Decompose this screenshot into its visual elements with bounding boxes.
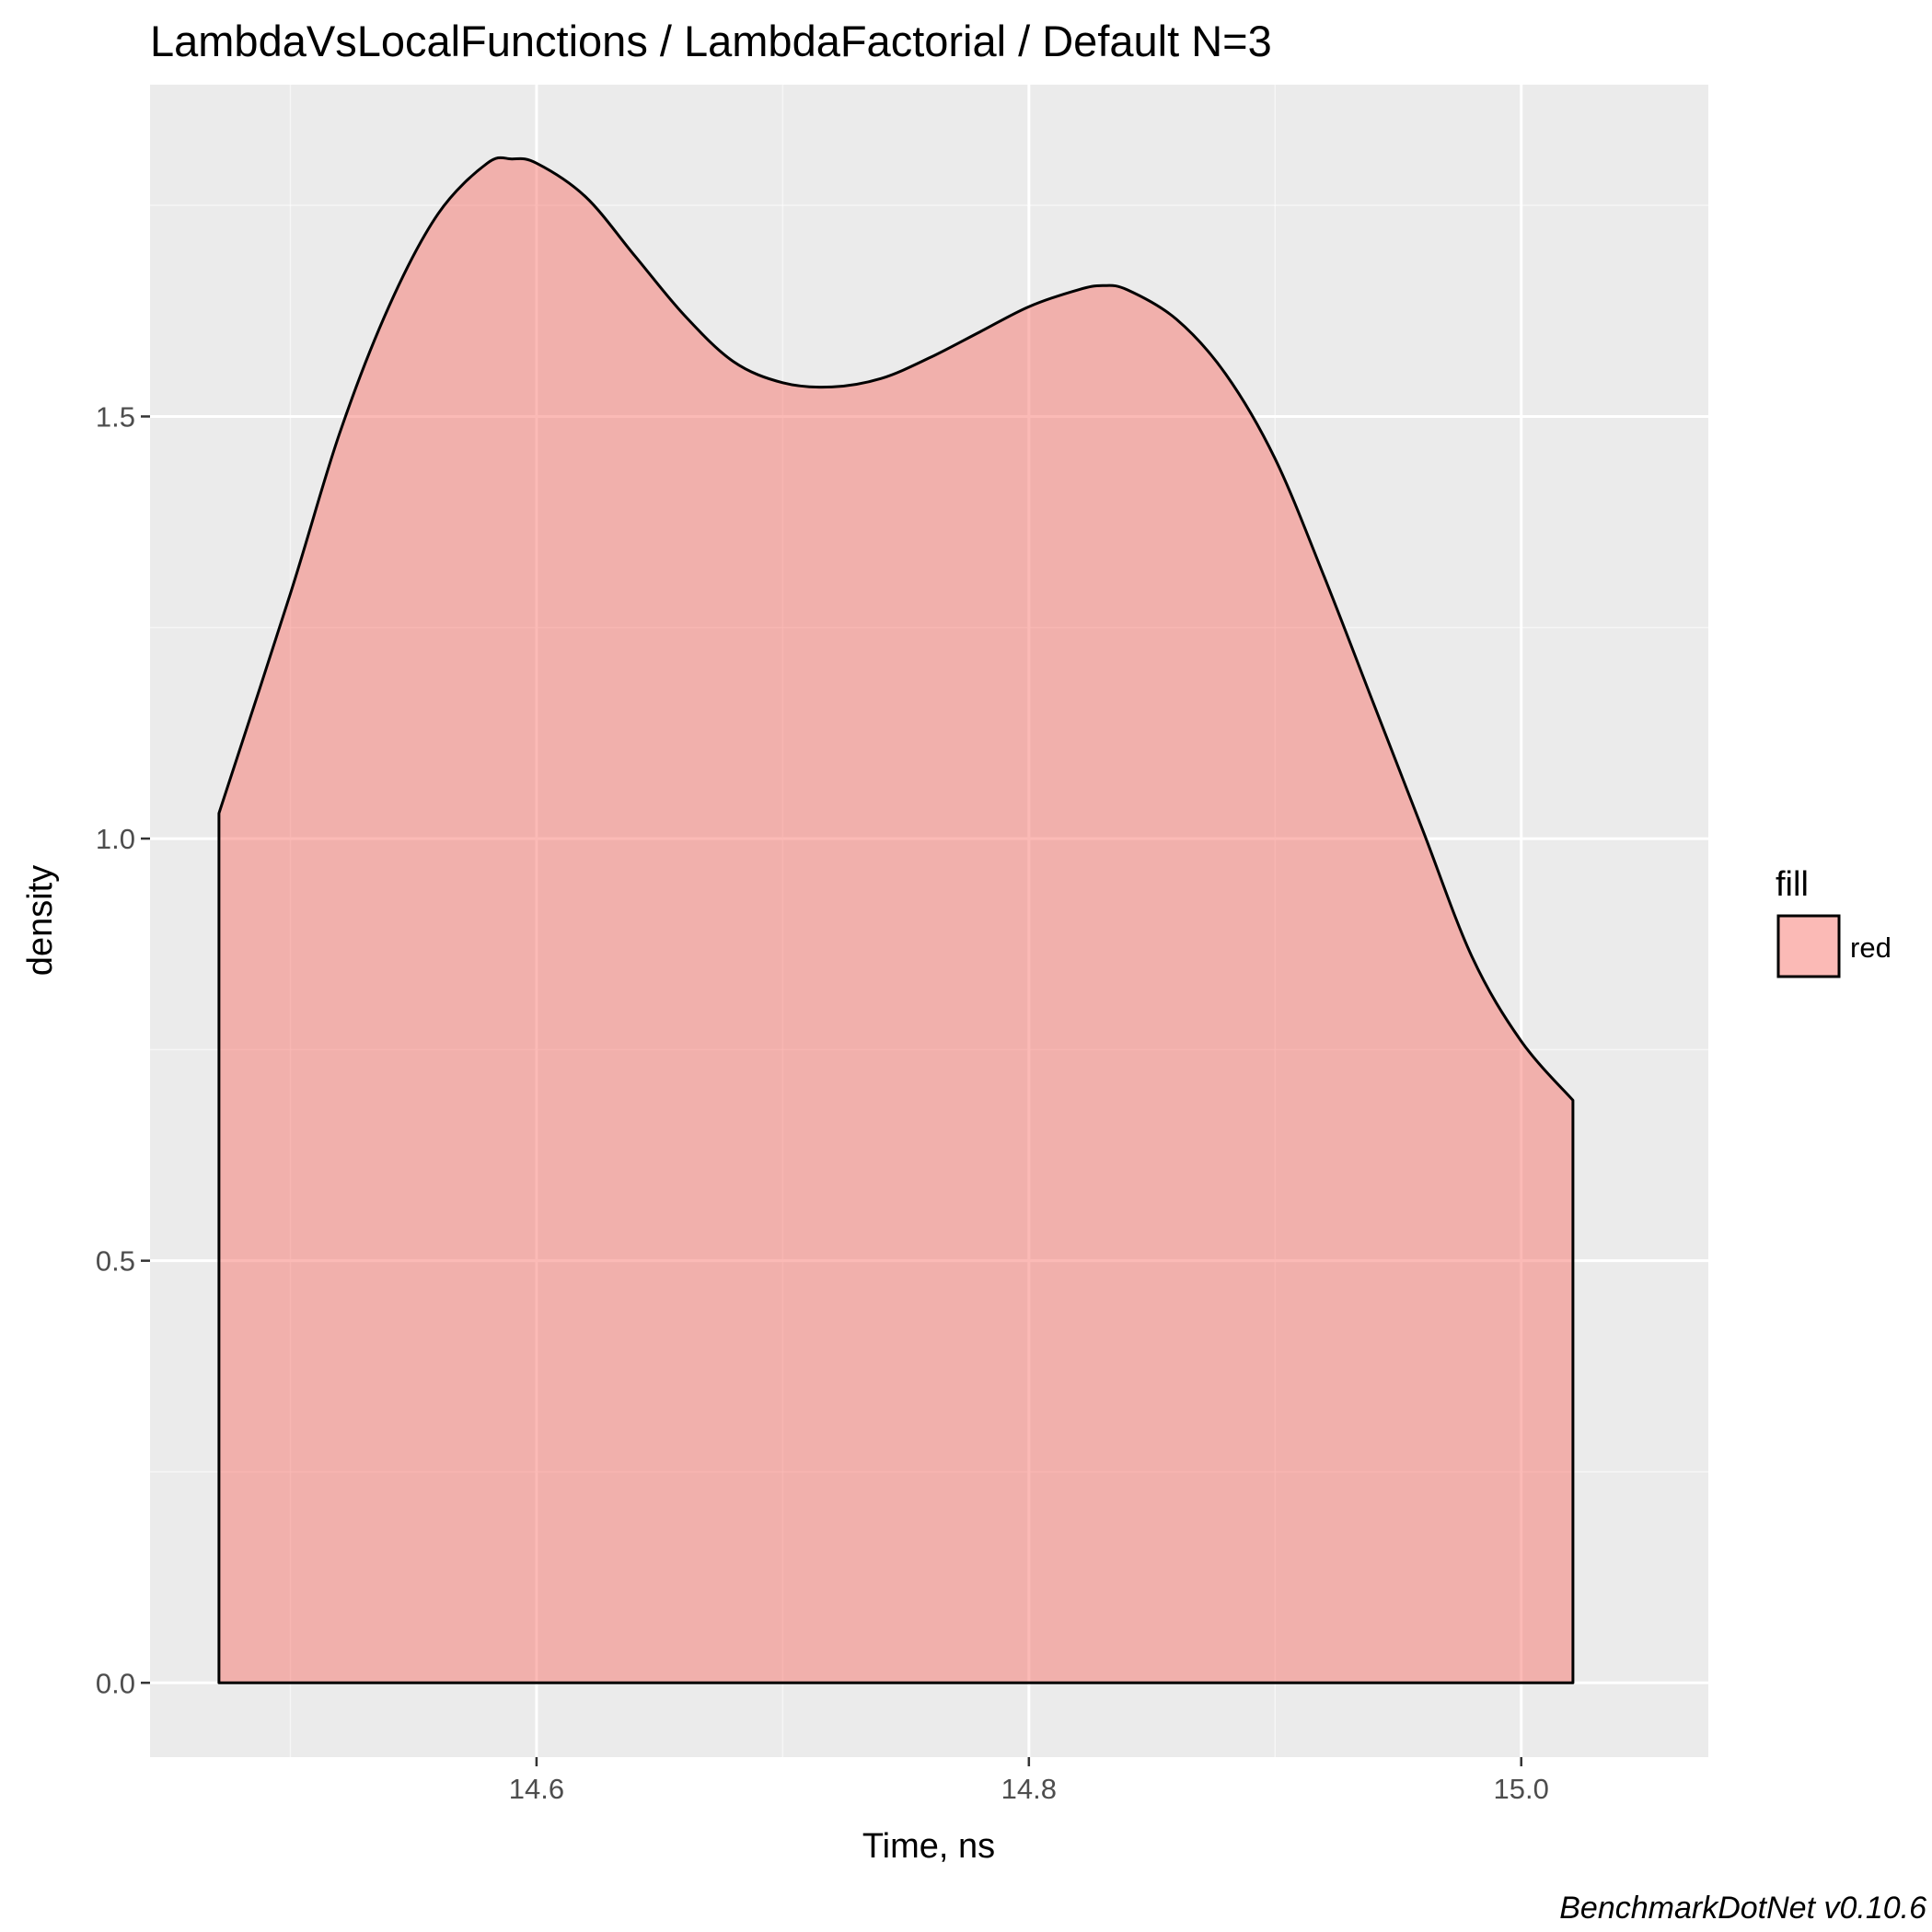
- x-tick-label: 14.8: [1001, 1773, 1057, 1805]
- chart-title: LambdaVsLocalFunctions / LambdaFactorial…: [150, 17, 1272, 65]
- y-axis: 0.0 0.5 1.0 1.5: [96, 400, 150, 1699]
- caption: BenchmarkDotNet v0.10.6: [1559, 1891, 1926, 1926]
- y-axis-label: density: [21, 865, 60, 976]
- x-tick-label: 14.6: [509, 1773, 564, 1805]
- y-tick-label: 1.5: [96, 400, 135, 433]
- x-axis-label: Time, ns: [862, 1827, 995, 1866]
- y-tick-label: 0.5: [96, 1245, 135, 1278]
- y-tick-label: 0.0: [96, 1667, 135, 1699]
- x-axis: 14.6 14.8 15.0: [509, 1757, 1549, 1805]
- legend-key-red: [1776, 914, 1841, 978]
- x-tick-label: 15.0: [1494, 1773, 1549, 1805]
- legend-label-red: red: [1850, 931, 1892, 964]
- legend: fill red: [1776, 865, 1892, 978]
- legend-title: fill: [1776, 865, 1809, 904]
- density-area: [217, 156, 1575, 1684]
- y-tick-label: 1.0: [96, 823, 135, 855]
